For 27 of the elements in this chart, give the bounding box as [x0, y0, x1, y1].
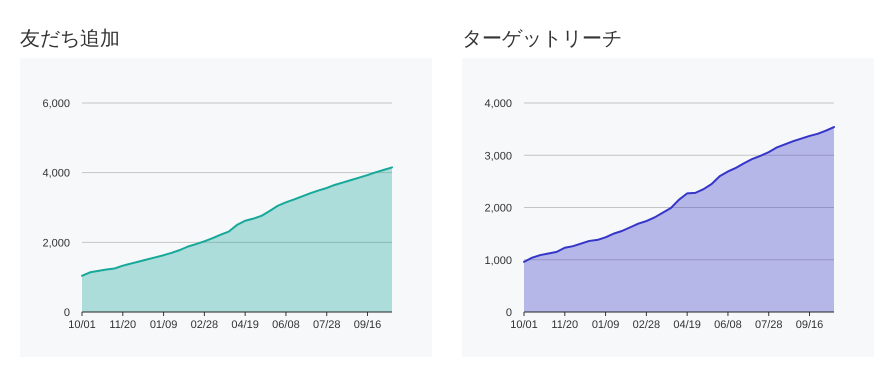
x-tick-label: 01/09: [592, 319, 620, 331]
x-tick-label: 06/08: [714, 319, 742, 331]
y-tick-label: 1,000: [484, 254, 512, 267]
x-tick-label: 11/20: [109, 319, 136, 331]
x-tick-label: 07/28: [754, 319, 782, 331]
chart-title: 友だち追加: [20, 28, 120, 50]
x-tick-label: 04/19: [231, 319, 259, 331]
y-tick-label: 4,000: [42, 168, 70, 180]
x-tick-label: 11/20: [551, 319, 578, 331]
x-tick-label: 07/28: [312, 319, 340, 331]
y-tick-label: 0: [506, 307, 512, 319]
y-tick-label: 0: [64, 307, 70, 319]
y-tick-label: 3,000: [484, 150, 512, 162]
x-tick-label: 06/08: [272, 319, 300, 331]
x-tick-label: 10/01: [510, 319, 538, 331]
y-tick-label: 4,000: [484, 98, 512, 110]
x-tick-label: 02/28: [190, 319, 218, 331]
chart-title: ターゲットリーチ: [462, 28, 622, 50]
x-tick-label: 09/16: [796, 319, 824, 331]
y-tick-label: 6,000: [42, 98, 70, 110]
y-tick-label: 2,000: [484, 202, 512, 214]
x-tick-label: 10/01: [68, 319, 96, 331]
x-tick-label: 04/19: [673, 319, 701, 331]
y-tick-label: 2,000: [42, 237, 70, 250]
x-tick-label: 01/09: [150, 319, 178, 331]
x-tick-label: 09/16: [354, 319, 382, 331]
x-tick-label: 02/28: [632, 319, 660, 331]
